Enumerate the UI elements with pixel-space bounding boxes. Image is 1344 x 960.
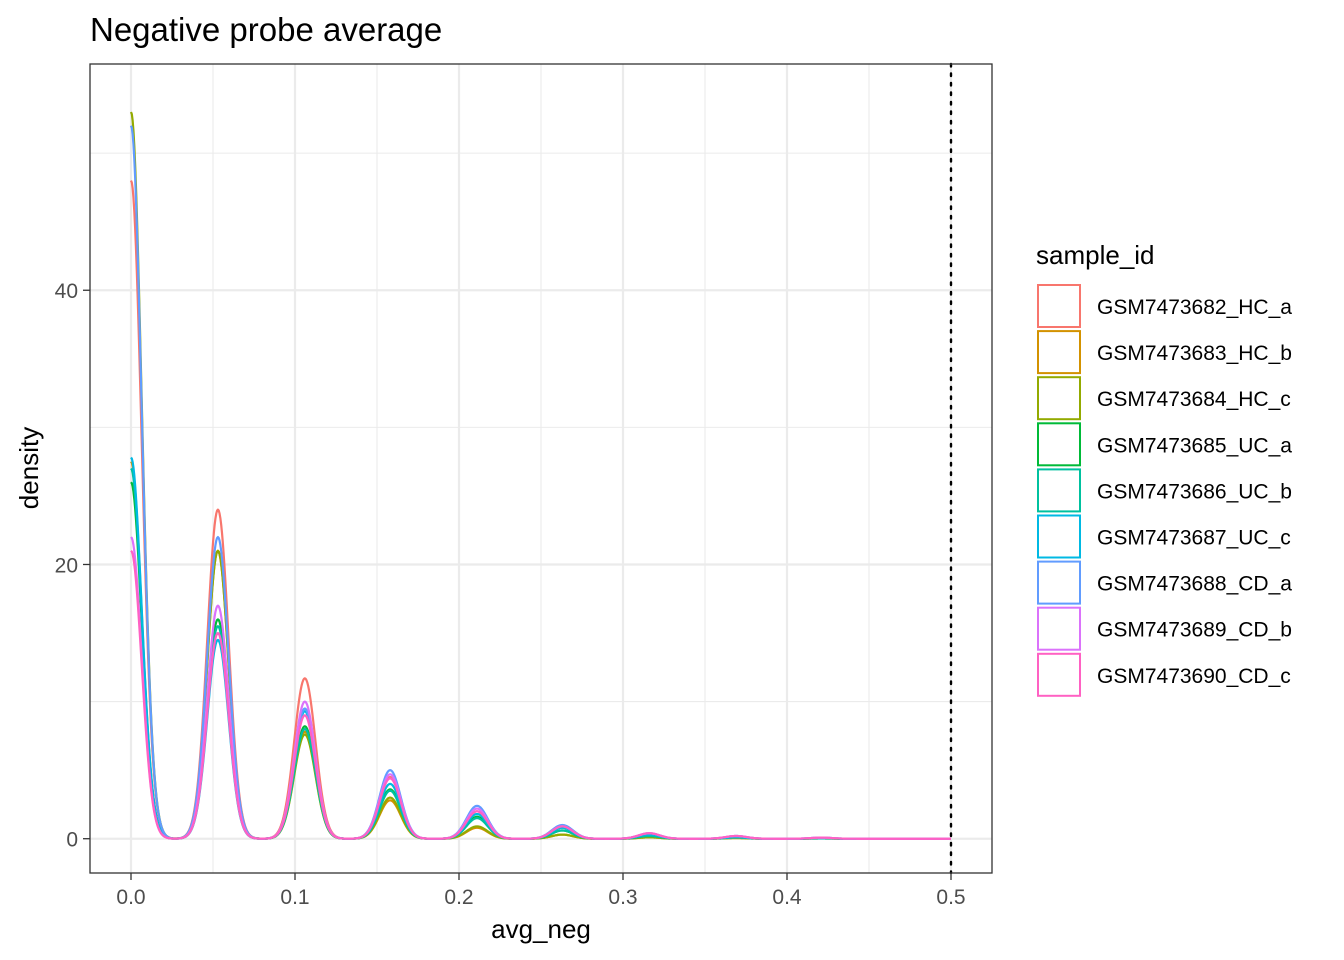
legend-key [1037, 330, 1081, 375]
legend-key [1037, 284, 1081, 328]
legend-key [1037, 514, 1081, 559]
x-tick-label: 0.4 [772, 886, 802, 909]
legend-label: GSM7473685_UC_a [1097, 434, 1292, 457]
legend-label: GSM7473684_HC_c [1097, 388, 1291, 411]
grid-minor [90, 64, 992, 873]
legend-item: GSM7473689_CD_b [1037, 606, 1292, 651]
legend-key [1037, 560, 1081, 605]
x-tick-label: 0.3 [608, 886, 637, 909]
legend-item: GSM7473683_HC_b [1037, 330, 1292, 375]
legend-item: GSM7473688_CD_a [1037, 560, 1292, 605]
legend-label: GSM7473682_HC_a [1097, 296, 1292, 319]
legend-item: GSM7473685_UC_a [1037, 422, 1292, 467]
x-tick-label: 0.1 [280, 886, 309, 909]
x-axis-title: avg_neg [491, 914, 591, 944]
legend-key [1037, 422, 1081, 467]
legend-label: GSM7473683_HC_b [1097, 342, 1292, 365]
legend-items: GSM7473682_HC_a GSM7473683_HC_b GSM7473684… [1037, 284, 1292, 697]
legend-key [1037, 468, 1081, 513]
plot-panel [89, 62, 993, 875]
y-tick-label: 0 [66, 829, 78, 852]
x-axis: 0.0 0.1 0.2 0.3 0.4 0.5 [116, 873, 966, 909]
x-tick-label: 0.5 [936, 886, 965, 909]
legend: sample_id GSM7473682_HC_a GSM7473683_HC_b… [1036, 240, 1292, 697]
legend-title: sample_id [1036, 240, 1155, 270]
y-axis: 0 20 40 [55, 280, 90, 852]
chart-title: Negative probe average [90, 11, 442, 48]
legend-label: GSM7473686_UC_b [1097, 480, 1292, 503]
y-tick-label: 20 [55, 554, 78, 577]
x-tick-label: 0.0 [116, 886, 145, 909]
x-tick-label: 0.2 [444, 886, 473, 909]
density-line-GSM7473690_CD_c [130, 550, 952, 840]
density-lines [129, 111, 952, 840]
legend-item: GSM7473684_HC_c [1037, 376, 1291, 421]
legend-key [1037, 376, 1081, 421]
legend-key [1037, 606, 1081, 651]
panel-border [89, 63, 993, 874]
legend-item: GSM7473682_HC_a [1037, 284, 1292, 328]
legend-label: GSM7473689_CD_b [1097, 619, 1292, 642]
legend-item: GSM7473690_CD_c [1037, 652, 1291, 697]
y-axis-title: density [14, 427, 44, 509]
legend-item: GSM7473686_UC_b [1037, 468, 1292, 513]
legend-item: GSM7473687_UC_c [1037, 514, 1291, 559]
legend-key [1037, 652, 1081, 697]
legend-label: GSM7473688_CD_a [1097, 573, 1292, 596]
legend-label: GSM7473690_CD_c [1097, 665, 1291, 688]
y-tick-label: 40 [55, 280, 78, 303]
legend-label: GSM7473687_UC_c [1097, 527, 1291, 550]
